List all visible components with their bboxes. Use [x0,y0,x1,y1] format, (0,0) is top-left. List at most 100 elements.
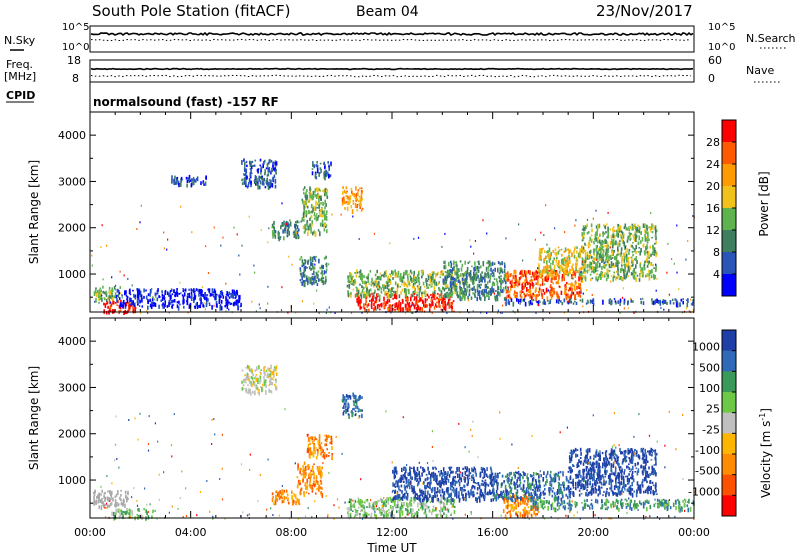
data-cell [262,383,264,387]
data-cell [590,299,592,303]
data-cell [449,466,451,471]
data-cell [407,472,409,477]
data-cell [434,289,436,295]
data-cell [504,264,506,269]
data-cell [277,232,280,236]
data-cell [394,272,397,276]
data-cell [391,507,394,511]
data-cell [244,173,246,177]
data-cell [495,296,497,302]
velocity-region [392,466,495,503]
data-cell [140,294,143,300]
data-cell [392,489,394,492]
data-cell [302,280,305,284]
data-cell [669,300,672,305]
data-cell [549,300,551,304]
data-cell [410,467,413,469]
data-cell [633,236,635,241]
noise-cell [624,246,626,249]
data-cell [592,248,595,253]
data-cell [315,271,318,274]
data-cell [251,369,253,373]
data-cell [281,501,284,503]
data-cell [396,510,398,514]
data-cell [628,235,630,238]
data-cell [388,278,390,281]
data-cell [413,512,416,515]
data-cell [556,271,558,277]
data-cell [412,282,415,288]
data-cell [470,279,472,282]
data-cell [507,273,509,279]
data-cell [264,172,266,176]
data-cell [568,289,570,291]
data-cell [359,305,361,310]
data-cell [118,509,121,514]
data-cell [371,277,373,282]
data-cell [259,376,262,382]
data-cell [266,174,269,177]
data-cell [633,274,636,280]
data-cell [114,288,117,291]
data-cell [680,298,683,302]
data-cell [132,308,135,314]
data-cell [630,272,633,276]
data-cell [320,446,322,452]
data-cell [445,277,448,283]
noise-cell [493,292,495,295]
data-cell [133,293,135,298]
data-cell [619,301,621,306]
data-cell [600,258,603,261]
data-cell [297,234,299,237]
data-cell [455,283,458,288]
data-cell [271,381,274,386]
data-cell [304,259,306,262]
data-cell [204,181,207,186]
data-cell [126,498,128,503]
data-cell [321,471,323,477]
data-cell [490,262,492,267]
data-cell [387,276,389,282]
data-cell [359,514,361,519]
noise-cell [685,258,687,261]
data-cell [245,168,248,174]
data-cell [122,515,124,520]
data-cell [457,276,459,278]
data-cell [363,303,365,309]
data-cell [569,270,571,273]
noise-tick-top-right: 10^5 [708,22,735,33]
data-cell [618,252,621,256]
data-cell [315,438,317,441]
data-cell [221,292,224,296]
data-cell [459,285,461,289]
data-cell [536,300,538,304]
data-cell [424,289,426,294]
data-cell [583,259,585,262]
data-cell [432,495,434,500]
data-cell [306,267,308,269]
noise-cell [201,286,203,289]
colorbar-tick-label: 8 [713,246,720,259]
data-cell [505,301,507,307]
data-cell [555,281,558,285]
data-cell [236,292,239,296]
data-cell [294,223,296,229]
data-cell [316,488,318,490]
data-cell [118,304,121,309]
data-cell [408,471,411,476]
data-cell [459,287,462,291]
data-cell [605,255,608,260]
noise-cell [690,298,692,301]
colorbar-segment [722,164,736,187]
colorbar-tick-label: 16 [706,202,720,215]
data-cell [605,278,608,282]
data-cell [370,302,373,307]
data-cell [509,280,512,285]
data-cell [426,505,428,510]
data-cell [456,270,459,275]
data-cell [306,205,309,209]
data-cell [305,276,308,281]
data-cell [444,471,447,475]
data-cell [270,170,272,174]
